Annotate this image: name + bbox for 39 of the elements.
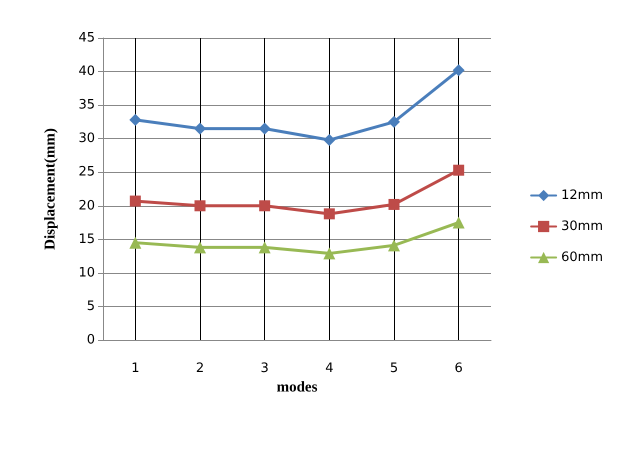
point	[259, 200, 270, 212]
y-tick-label: 10	[78, 265, 95, 280]
y-tick-label: 25	[78, 164, 95, 180]
point	[388, 116, 400, 128]
point	[258, 241, 271, 254]
x-tick-label: 6	[454, 361, 463, 376]
point	[388, 198, 400, 210]
x-tick-label: 5	[390, 361, 398, 376]
point	[452, 64, 465, 76]
y-axis-title: Displacement(mm)	[42, 128, 58, 250]
point	[130, 196, 141, 207]
x-tick-label: 3	[260, 361, 269, 376]
legend-label: 60mm	[561, 250, 604, 265]
y-tick-label: 5	[86, 298, 95, 314]
point	[452, 216, 465, 229]
legend-label: 12mm	[561, 188, 604, 203]
y-tick-label: 45	[78, 30, 95, 46]
point	[388, 239, 400, 252]
point	[194, 241, 206, 254]
point	[194, 200, 206, 212]
x-tick-label: 1	[131, 361, 140, 376]
x-axis-title: modes	[276, 380, 318, 396]
y-tick-label: 35	[78, 98, 95, 113]
point	[453, 164, 464, 176]
legend-label: 30mm	[561, 219, 604, 234]
point	[258, 122, 271, 135]
point	[323, 247, 336, 260]
y-tick-label: 0	[86, 332, 95, 348]
x-tick-label: 2	[196, 361, 204, 376]
point	[129, 236, 142, 249]
y-tick-label: 20	[78, 198, 95, 214]
y-tick-label: 15	[78, 232, 95, 247]
point	[323, 134, 336, 146]
point	[324, 208, 335, 220]
y-tick-label: 30	[78, 131, 95, 146]
x-tick-label: 4	[325, 361, 334, 376]
point	[194, 122, 206, 135]
y-tick-label: 40	[78, 64, 95, 80]
point	[129, 114, 142, 126]
